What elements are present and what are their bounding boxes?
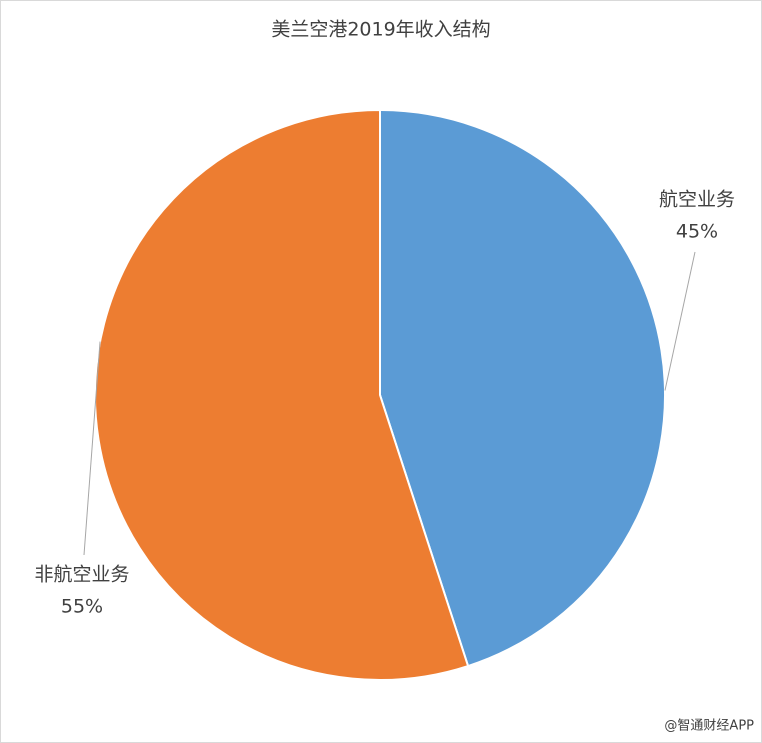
watermark: @智通财经APP [664,719,754,734]
leader-line [664,251,696,391]
pie-slice [379,108,666,668]
pie-slice [94,108,470,681]
chart-title: 美兰空港2019年收入结构 [271,19,490,41]
data-label-category: 非航空业务 [34,564,129,586]
data-label-value: 45% [676,221,718,243]
leader-line [83,341,101,556]
data-label-value: 55% [61,596,103,618]
data-label-category: 航空业务 [659,189,735,211]
